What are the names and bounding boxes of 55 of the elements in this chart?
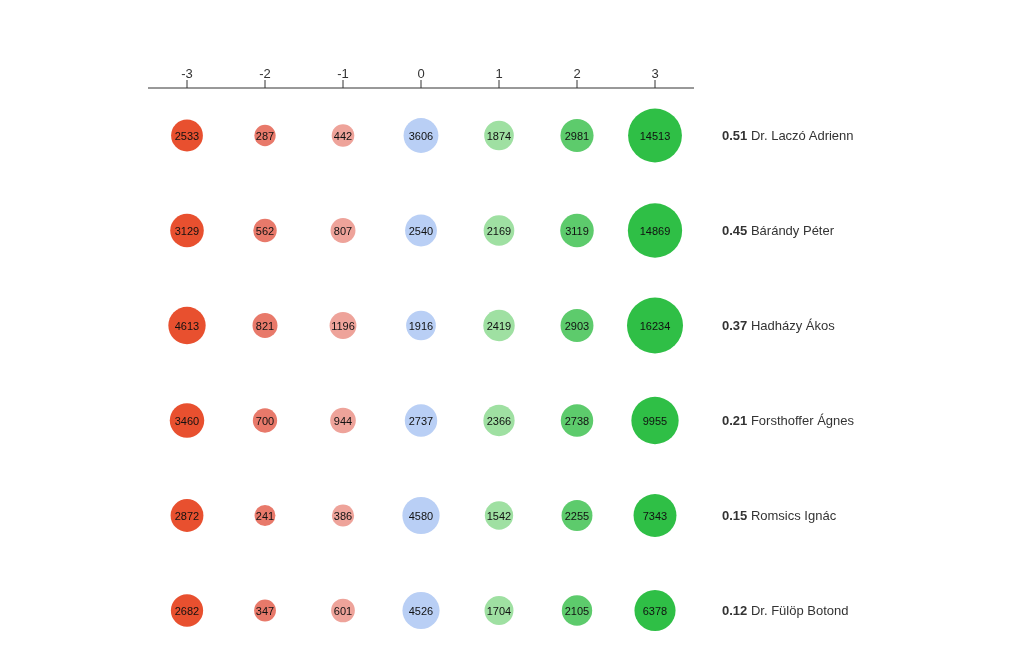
data-label: 700: [255, 414, 275, 427]
data-label: 2169: [486, 224, 512, 237]
data-label: 347: [255, 604, 275, 617]
data-label: 241: [255, 509, 275, 522]
data-label: 1874: [486, 129, 512, 142]
data-label: 807: [333, 224, 353, 237]
y-tick-label: 0.21 Forsthoffer Ágnes: [722, 412, 855, 428]
data-label: 944: [333, 414, 353, 427]
data-label: 14513: [639, 129, 671, 142]
data-label: 2872: [174, 509, 200, 522]
data-label: 16234: [639, 319, 671, 332]
data-label: 4613: [174, 319, 200, 332]
data-label: 3460: [174, 414, 200, 427]
data-label: 14869: [639, 224, 671, 237]
data-label: 1704: [486, 604, 512, 617]
data-label: 1916: [408, 319, 434, 332]
data-label: 2105: [564, 604, 590, 617]
data-label: 3119: [565, 224, 589, 237]
y-tick-label: 0.37 Hadházy Ákos: [722, 317, 836, 333]
data-label: 601: [333, 604, 353, 617]
x-tick-label: 2: [573, 66, 581, 81]
data-label: 2255: [564, 509, 590, 522]
x-tick-label: -3: [181, 66, 193, 81]
x-tick-label: 3: [651, 66, 659, 81]
data-label: 1196: [331, 319, 355, 332]
y-tick-label: 0.51 Dr. Laczó Adrienn: [722, 127, 854, 143]
data-label: 2737: [408, 414, 434, 427]
data-label: 9955: [642, 414, 668, 427]
x-tick-label: -2: [259, 66, 271, 81]
y-tick-label: 0.45 Bárándy Péter: [722, 222, 835, 238]
data-label: 2419: [486, 319, 512, 332]
data-label: 562: [255, 224, 275, 237]
x-tick-label: -1: [337, 66, 349, 81]
data-label: 2540: [408, 224, 434, 237]
data-label: 442: [333, 129, 353, 142]
data-label: 2533: [174, 129, 200, 142]
data-label: 821: [255, 319, 275, 332]
data-label: 2903: [564, 319, 590, 332]
x-tick-label: 0: [417, 66, 425, 81]
data-label: 3606: [408, 129, 434, 142]
y-tick-label: 0.15 Romsics Ignác: [722, 507, 837, 523]
data-label: 1542: [486, 509, 512, 522]
data-label: 4580: [408, 509, 434, 522]
data-label: 2366: [486, 414, 512, 427]
data-label: 3129: [174, 224, 200, 237]
data-label: 386: [333, 509, 353, 522]
y-tick-label: 0.12 Dr. Fülöp Botond: [722, 602, 849, 618]
data-label: 4526: [408, 604, 434, 617]
data-label: 2738: [564, 414, 590, 427]
data-label: 287: [255, 129, 275, 142]
data-label: 2981: [564, 129, 590, 142]
data-label: 7343: [642, 509, 668, 522]
data-label: 2682: [174, 604, 200, 617]
x-tick-label: 1: [495, 66, 503, 81]
data-label: 6378: [642, 604, 668, 617]
